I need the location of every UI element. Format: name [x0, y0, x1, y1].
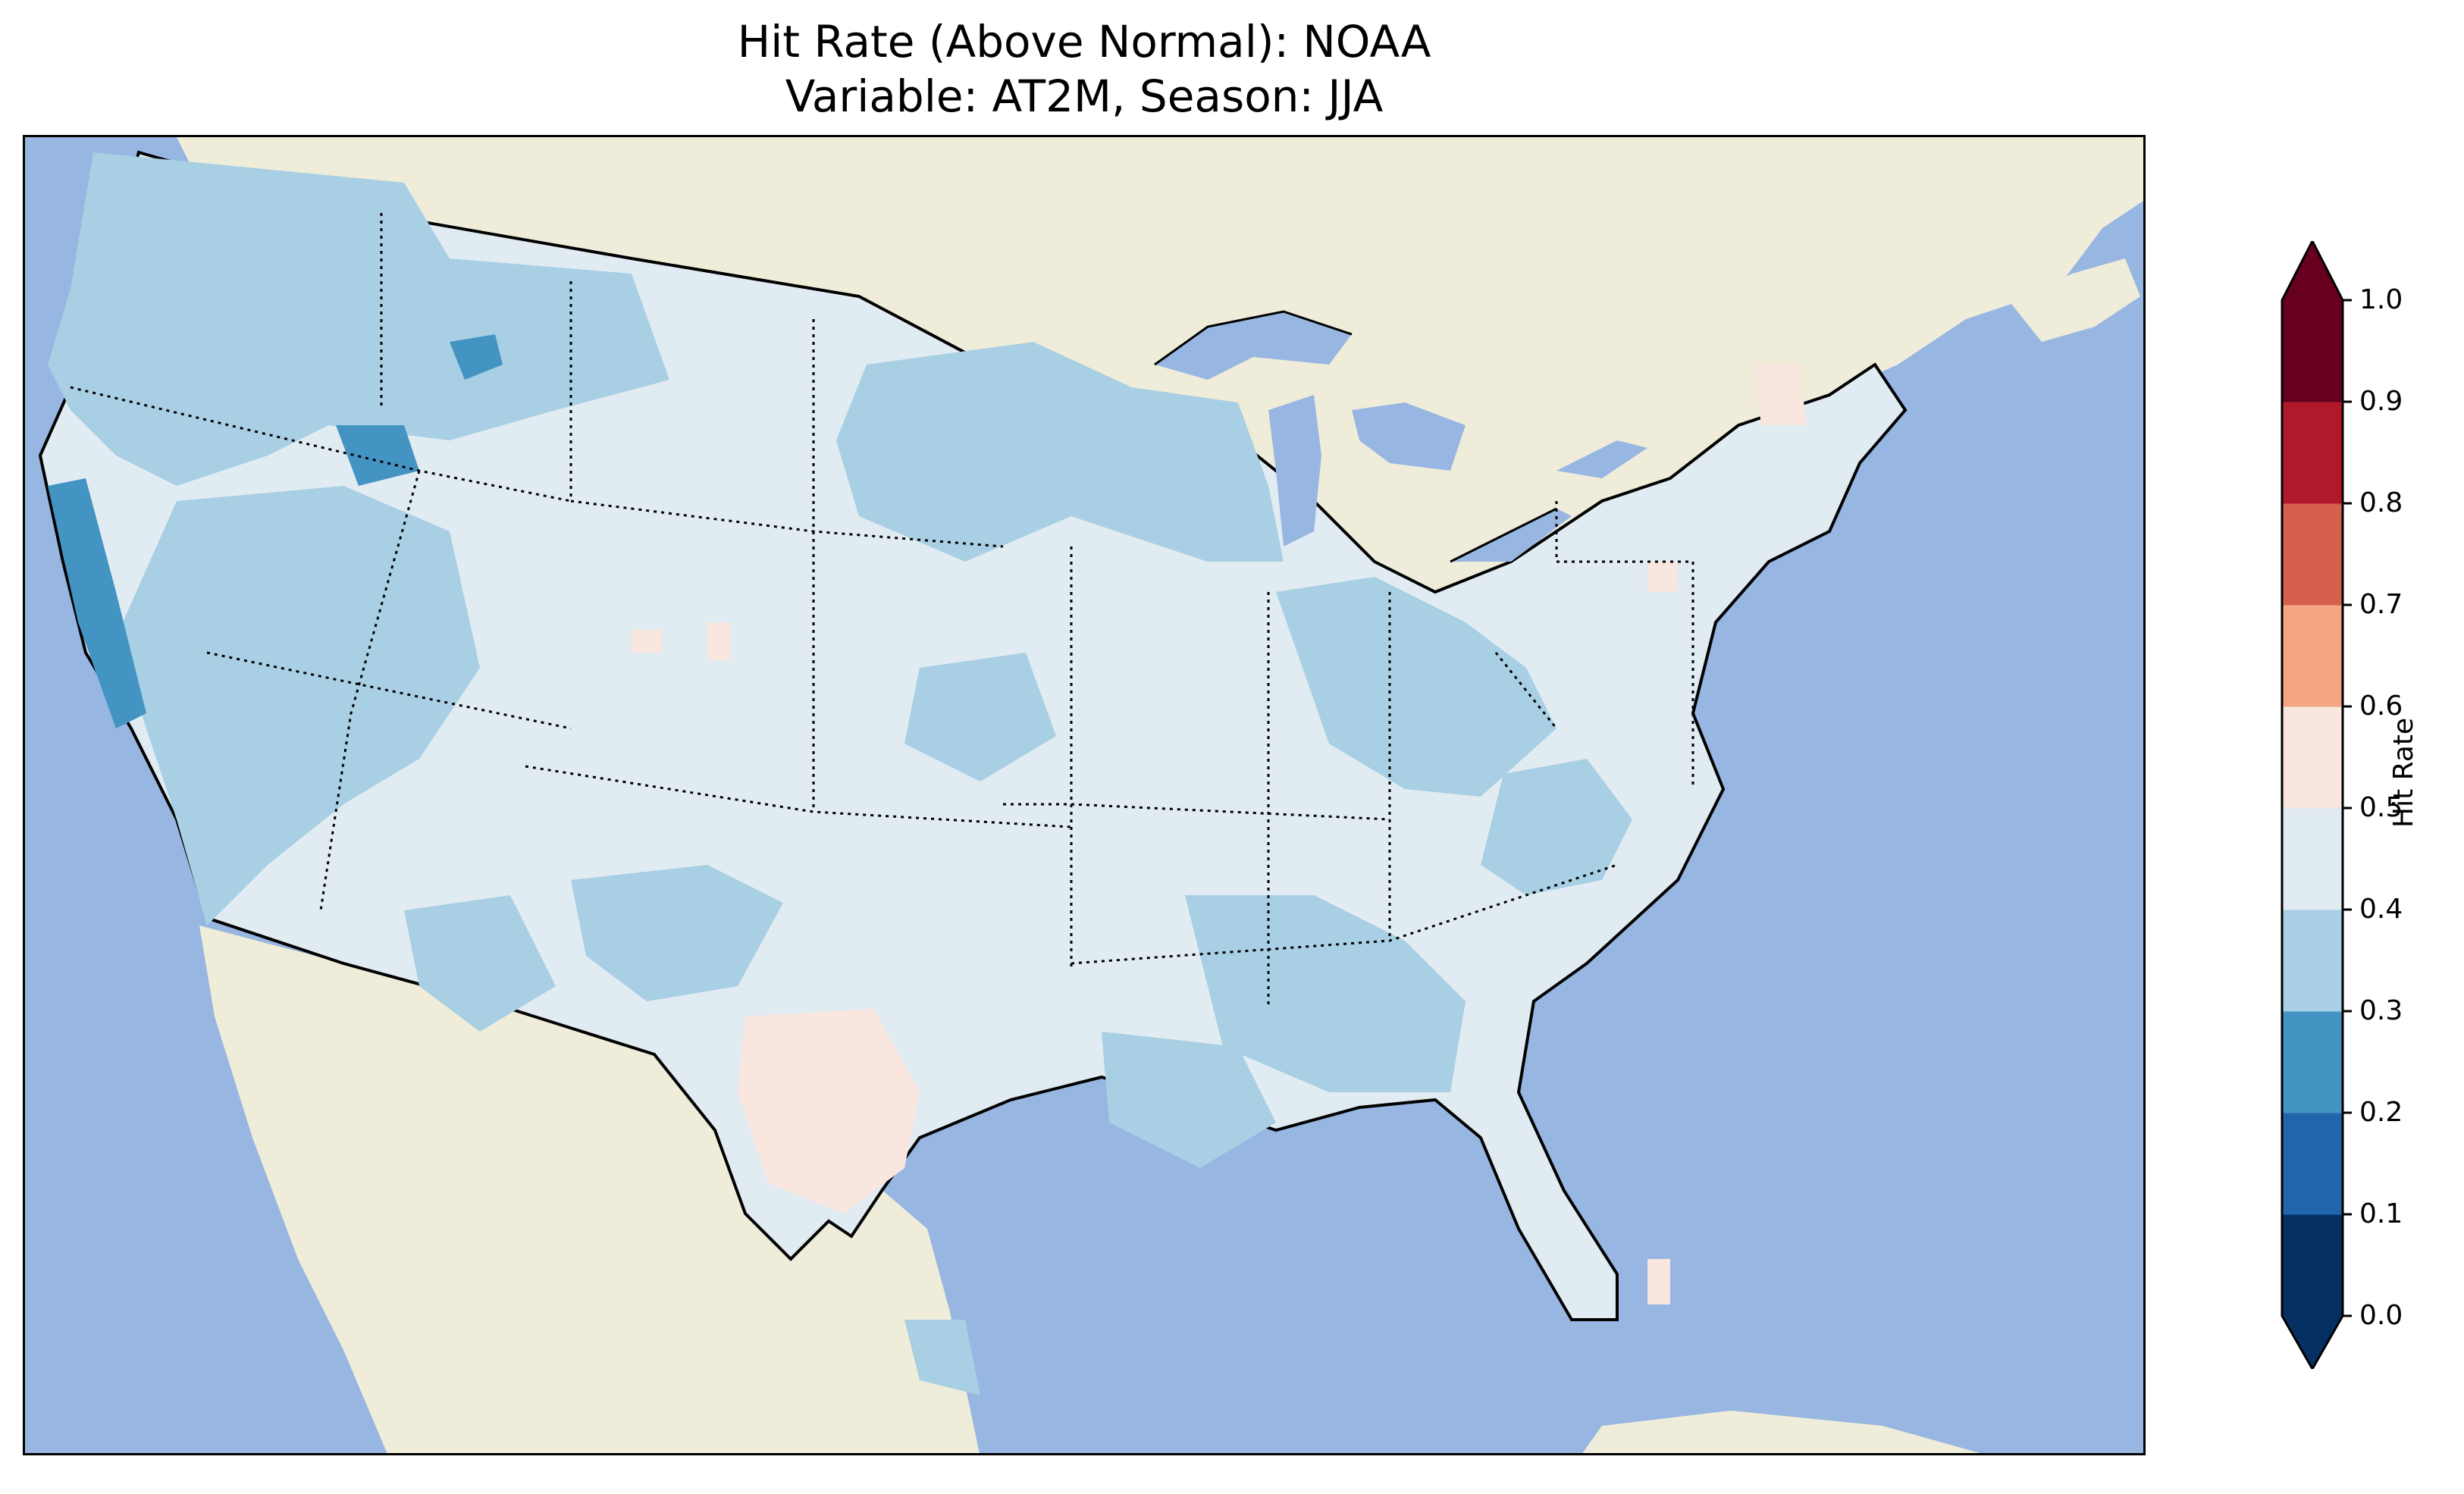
- colorbar-tick-label: 0.8: [2359, 487, 2403, 518]
- colorbar-bin: [2282, 1113, 2343, 1215]
- colorbar-tick-label: 1.0: [2359, 284, 2403, 315]
- state-borders: [70, 213, 1694, 1009]
- colorbar-tick-label: 0.1: [2359, 1198, 2403, 1229]
- maritimes-land: [2011, 258, 2140, 342]
- colorbar-tick-label: 0.9: [2359, 386, 2403, 417]
- hit-rate-0.2-0.3-regions: [48, 334, 503, 728]
- colorbar-tick-label: 0.3: [2359, 995, 2403, 1026]
- colorbar-tick-label: 0.2: [2359, 1097, 2403, 1128]
- colorbar-bin: [2282, 503, 2343, 606]
- colorbar: [2281, 241, 2352, 1369]
- colorbar-bin: [2282, 910, 2343, 1012]
- colorbar-bin: [2282, 706, 2343, 809]
- chart-title: Hit Rate (Above Normal): NOAA: [737, 16, 1431, 67]
- great-lakes: [1155, 312, 1647, 562]
- colorbar-extend-max: [2282, 241, 2343, 300]
- chart-subtitle: Variable: AT2M, Season: JJA: [785, 70, 1384, 122]
- colorbar-bin: [2282, 605, 2343, 707]
- colorbar-tick-label: 0.4: [2359, 894, 2403, 925]
- colorbar-bin: [2282, 808, 2343, 910]
- colorbar-tick-label: 0.5: [2359, 792, 2403, 823]
- hit-rate-0.5-0.6-regions: [632, 365, 1807, 1305]
- baja-land: [207, 963, 434, 1395]
- colorbar-tick-label: 0.0: [2359, 1300, 2403, 1331]
- colorbar-bin: [2282, 1214, 2343, 1317]
- colorbar-tick-label: 0.7: [2359, 589, 2403, 620]
- hit-rate-0.3-0.4-regions: [48, 152, 1632, 1395]
- colorbar-bin: [2282, 1011, 2343, 1113]
- coastlines-detail: [1154, 310, 1557, 563]
- cuba-land: [1582, 1411, 1980, 1453]
- colorbar-extend-min: [2282, 1316, 2343, 1369]
- colorbar-bin: [2282, 402, 2343, 504]
- colorbar-tick-label: 0.6: [2359, 691, 2403, 722]
- map-panel: [23, 135, 2146, 1455]
- colorbar-bin: [2282, 300, 2343, 402]
- colorbar-label: Hit Rate: [2388, 717, 2419, 828]
